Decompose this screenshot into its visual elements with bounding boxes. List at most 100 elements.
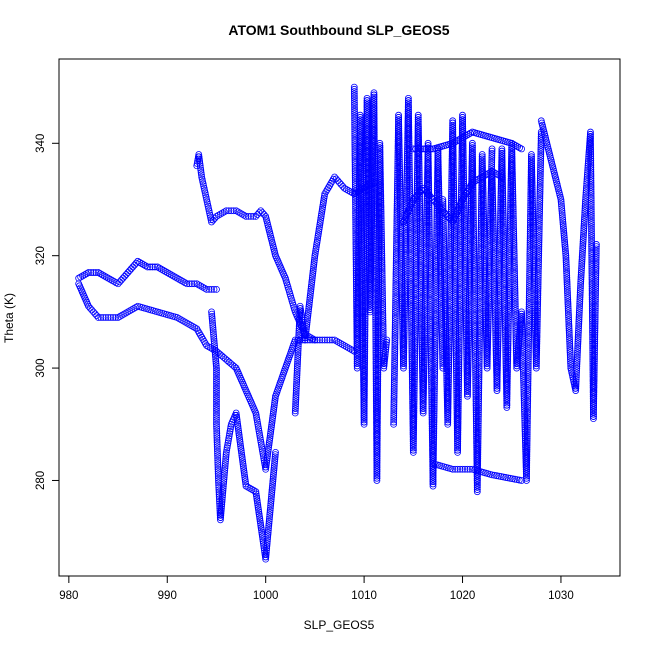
data-point [367,268,375,276]
data-point [217,516,224,524]
data-point [374,386,382,394]
data-point [302,332,309,339]
data-point [390,414,398,422]
data-point [255,209,263,217]
data-point [378,261,386,268]
data-point [354,306,362,314]
data-point [106,275,114,283]
data-point [392,248,400,256]
data-point [188,280,196,288]
data-point [378,269,386,277]
data-point [252,411,260,419]
data-point [122,309,130,317]
data-point [396,180,404,188]
data-point [375,285,382,293]
data-point [356,122,364,130]
data-point [366,290,374,298]
data-point [372,369,380,376]
data-point [255,510,263,518]
data-point [264,526,272,534]
data-point [400,320,408,328]
data-point [364,160,372,168]
data-point [357,186,365,194]
data-point [245,212,252,220]
data-point [370,122,378,130]
data-point [234,208,242,216]
data-point [356,118,364,126]
data-point [364,154,372,162]
data-point [395,138,403,146]
data-point [396,187,404,195]
data-point [212,353,219,361]
data-point [213,407,220,415]
data-point [351,105,358,113]
data-point [235,429,243,437]
data-point [262,463,270,471]
data-point [271,460,278,467]
data-point [363,103,371,111]
data-point [361,328,369,336]
data-point [311,336,319,344]
data-point [310,263,318,271]
data-point [380,359,388,367]
data-point [374,406,381,414]
data-point [367,277,374,285]
data-point [294,358,301,366]
data-point [366,297,374,305]
data-point [400,358,407,365]
data-point [373,428,381,436]
data-point [213,429,221,437]
data-point [354,326,362,334]
data-point [213,400,220,408]
data-point [392,253,400,260]
data-point [175,315,183,323]
data-point [390,412,398,419]
data-point [195,155,203,163]
data-point [321,336,329,344]
data-point [255,506,262,514]
data-point [375,219,383,227]
data-point [209,328,217,336]
data-point [400,318,408,326]
data-point [379,296,386,304]
data-point [372,360,380,368]
data-point [400,364,407,372]
data-point [212,362,220,370]
data-point [262,465,270,473]
data-point [370,95,378,103]
data-point [270,466,278,474]
data-point [402,227,410,235]
data-point [391,356,399,364]
data-point [392,255,400,263]
data-point [214,447,221,455]
data-point [173,274,181,282]
data-point [382,343,390,351]
data-point [379,298,387,306]
data-point [241,471,248,479]
data-point [112,279,120,287]
data-point [169,272,177,280]
data-point [398,306,406,314]
data-point [267,497,275,505]
data-point [350,85,358,93]
data-point [394,169,402,177]
data-point [396,160,403,168]
data-point [377,194,385,202]
data-point [213,405,220,412]
data-point [396,178,404,186]
data-point [222,455,230,463]
data-point [378,283,386,290]
data-point [171,273,179,281]
data-point [395,136,403,144]
data-point [350,90,358,98]
data-point [367,273,375,280]
data-point [292,385,300,392]
data-point [375,291,382,299]
data-point [222,448,230,456]
data-point [297,309,305,317]
data-point [271,453,279,461]
data-point [400,355,408,363]
data-point [107,314,115,321]
data-point [227,207,235,215]
data-point [377,197,385,204]
